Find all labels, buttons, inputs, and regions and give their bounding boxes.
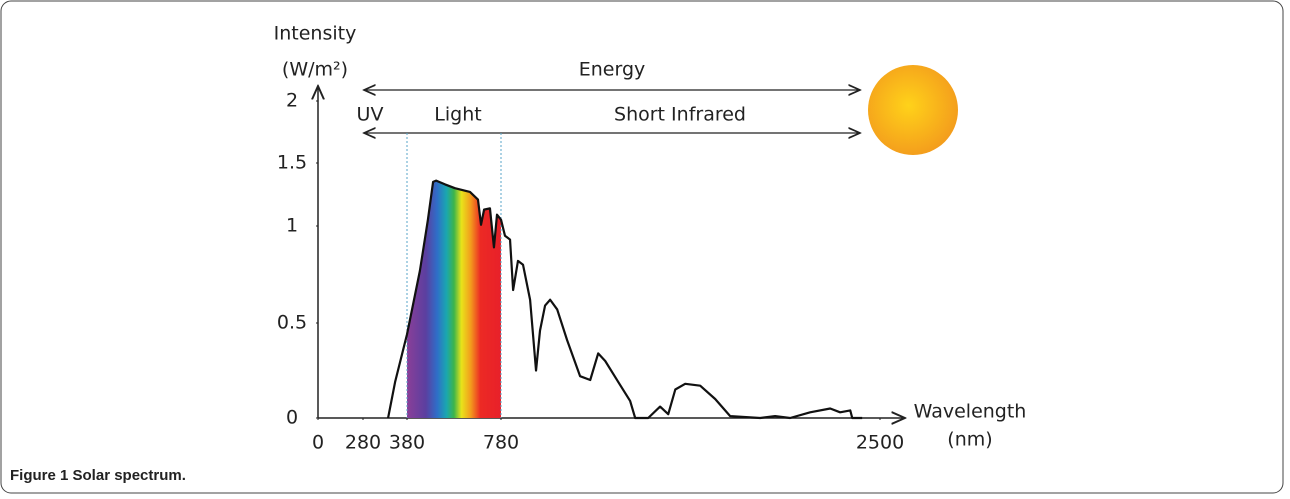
- y-label: Intensity: [274, 23, 357, 45]
- y-tick-label: 1.5: [277, 152, 307, 174]
- caption: Figure 1 Solar spectrum.: [10, 467, 186, 484]
- y-tick-label: 0.5: [277, 312, 307, 334]
- x-tick-label: 2500: [856, 432, 904, 454]
- x-tick-label: 280: [345, 432, 381, 454]
- spectrum-line: [387, 179, 863, 420]
- x-unit: (nm): [947, 429, 992, 451]
- x-label: Wavelength: [914, 401, 1027, 423]
- x-tick-label: 380: [389, 432, 425, 454]
- sun: [868, 65, 958, 155]
- band-label: Short Infrared: [614, 104, 746, 126]
- y-tick-label: 2: [286, 90, 298, 112]
- x-tick-label: 0: [312, 432, 324, 454]
- band-label: Light: [434, 104, 481, 126]
- y-tick-label: 0: [286, 407, 298, 429]
- x-tick-label: 780: [483, 432, 519, 454]
- y-unit: (W/m²): [282, 59, 348, 81]
- band-label: Energy: [579, 59, 646, 81]
- band-label: UV: [357, 104, 384, 126]
- y-tick-label: 1: [286, 215, 298, 237]
- visible-band-fill: [407, 180, 501, 418]
